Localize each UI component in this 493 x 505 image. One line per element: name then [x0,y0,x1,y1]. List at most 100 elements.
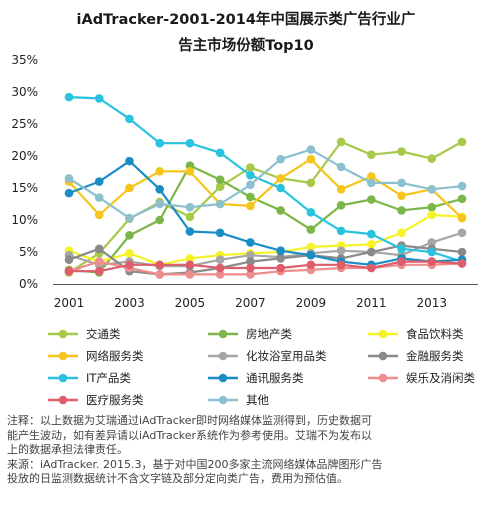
data-point [246,180,255,190]
data-point [427,257,437,266]
legend-label: 网络服务类 [86,349,144,363]
legend-item: 房地产类 [208,327,292,341]
data-point [367,263,376,273]
data-point [457,181,467,191]
series-line [68,164,463,274]
data-point [336,162,346,172]
x-tick-label: 2001 [54,296,85,310]
y-tick-label: 10% [11,213,38,227]
legend-swatch-marker [218,329,228,339]
data-point [125,183,134,193]
data-point [367,229,376,239]
data-point [155,167,164,176]
legend-label: 食品饮料类 [406,327,464,341]
series-其他 [64,145,467,223]
data-point [155,270,164,279]
data-point [64,255,74,264]
data-point [306,250,316,260]
data-point [457,194,467,204]
legend-label: 房地产类 [246,327,292,341]
data-point [306,145,316,154]
legend-item: 医疗服务类 [48,393,144,407]
data-point [457,259,467,268]
data-point [215,228,225,238]
x-tick-label: 2007 [235,296,266,310]
data-point [397,178,406,188]
data-point [397,244,406,254]
data-point [397,147,406,156]
data-point [94,257,104,266]
data-point [397,257,406,266]
series-医疗服务类 [64,257,467,276]
data-point [155,199,164,209]
y-tick-label: 20% [11,149,38,163]
y-tick-label: 5% [19,245,38,259]
data-point [94,193,104,202]
data-point [125,260,134,270]
data-point [306,260,316,270]
y-tick-label: 25% [11,117,38,131]
legend-swatch-marker [378,373,388,383]
data-point [94,94,104,103]
data-point [246,257,255,266]
data-point [367,247,376,257]
data-point [276,246,285,256]
legend-swatch-marker [218,395,228,405]
data-point [336,184,346,194]
data-point [336,137,346,147]
legend-label: 金融服务类 [406,349,464,363]
legend-label: 娱乐及消闲类 [406,371,475,385]
data-point [367,195,376,204]
legend-label: 化妆浴室用品类 [246,349,327,363]
legend-swatch-marker [58,373,68,383]
x-tick-label: 2009 [296,296,327,310]
footnote: 注释：以上数据为艾瑞通过iAdTracker即时网络媒体监测得到，历史数据可 能… [7,414,489,487]
series-房地产类 [64,161,467,277]
y-tick-label: 35% [11,53,38,67]
legend-item: 金融服务类 [368,349,464,363]
legend-label: 交通类 [86,327,121,341]
legend-label: 其他 [246,393,269,407]
data-point [185,138,195,148]
legend-item: 食品饮料类 [368,327,464,341]
legend-item: 网络服务类 [48,349,144,363]
data-point [276,154,285,164]
data-point [215,270,225,279]
legend-swatch-marker [218,351,228,361]
data-point [185,167,195,176]
data-point [306,178,316,188]
legend-item: 化妆浴室用品类 [208,349,327,363]
data-point [246,238,255,247]
data-point [215,263,225,273]
data-point [94,266,104,276]
data-point [397,191,406,200]
data-point [64,266,74,276]
data-point [457,213,467,223]
data-point [306,154,316,164]
data-point [185,270,195,279]
legend-item: 交通类 [48,327,121,341]
note-line-3: 上的数据承担法律责任。 [7,443,128,457]
data-point [457,228,467,238]
data-point [336,246,346,256]
x-tick-label: 2005 [175,296,206,310]
data-point [215,199,225,209]
legend-swatch-marker [58,395,68,405]
data-point [246,201,255,211]
data-point [246,192,255,202]
data-point [306,242,316,252]
data-point [246,250,255,260]
data-point [94,210,104,220]
legend-item: 其他 [208,393,269,407]
data-point [155,215,164,225]
data-point [427,210,437,220]
x-tick-label: 2011 [356,296,387,310]
data-point [125,156,134,166]
data-point [185,254,195,263]
data-point [215,255,225,264]
series-IT产品类 [64,92,467,266]
data-point [215,175,225,184]
data-point [427,238,437,247]
data-point [185,227,195,236]
legend-item: 通讯服务类 [208,371,304,385]
